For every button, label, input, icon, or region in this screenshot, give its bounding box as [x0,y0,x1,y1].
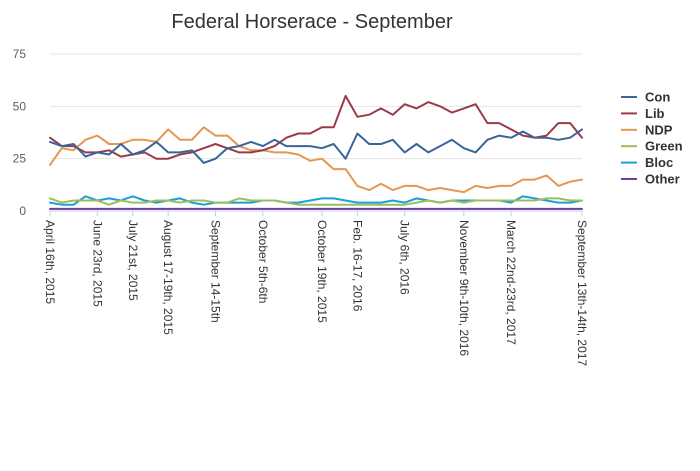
x-tick-label: April 16th, 2015 [43,220,57,304]
series-line-con [49,128,583,164]
x-tick-label: November 9th-10th, 2016 [457,220,471,356]
x-tick-label: September 14-15th [209,220,223,323]
legend-label-green[interactable]: Green [645,139,683,154]
y-tick-label: 0 [19,204,26,218]
legend-label-other[interactable]: Other [645,172,680,187]
x-tick-label: August 17-19th, 2015 [161,220,175,335]
x-tick-label: October 19th, 2015 [315,220,329,323]
series-line-ndp [49,126,583,194]
y-tick-label: 75 [13,47,27,61]
legend-label-lib[interactable]: Lib [645,106,665,121]
x-tick-label: October 5th-6th [256,220,270,303]
legend-label-ndp[interactable]: NDP [645,122,673,137]
chart-title: Federal Horserace - September [171,11,453,33]
x-tick-label: September 13th-14th, 2017 [575,220,589,366]
x-tick-label: Feb. 16-17, 2016 [350,220,364,312]
series-line-green [49,197,583,206]
x-tick-label: March 22nd-23rd, 2017 [504,220,518,345]
x-tick-label: June 23rd, 2015 [90,220,104,307]
y-tick-label: 25 [13,152,27,166]
x-tick-label: July 21st, 2015 [126,220,140,301]
legend-label-bloc[interactable]: Bloc [645,155,673,170]
legend-label-con[interactable]: Con [645,90,670,105]
series-line-lib [49,94,583,160]
x-tick-label: July 6th, 2016 [398,220,412,295]
y-tick-label: 50 [13,99,27,113]
